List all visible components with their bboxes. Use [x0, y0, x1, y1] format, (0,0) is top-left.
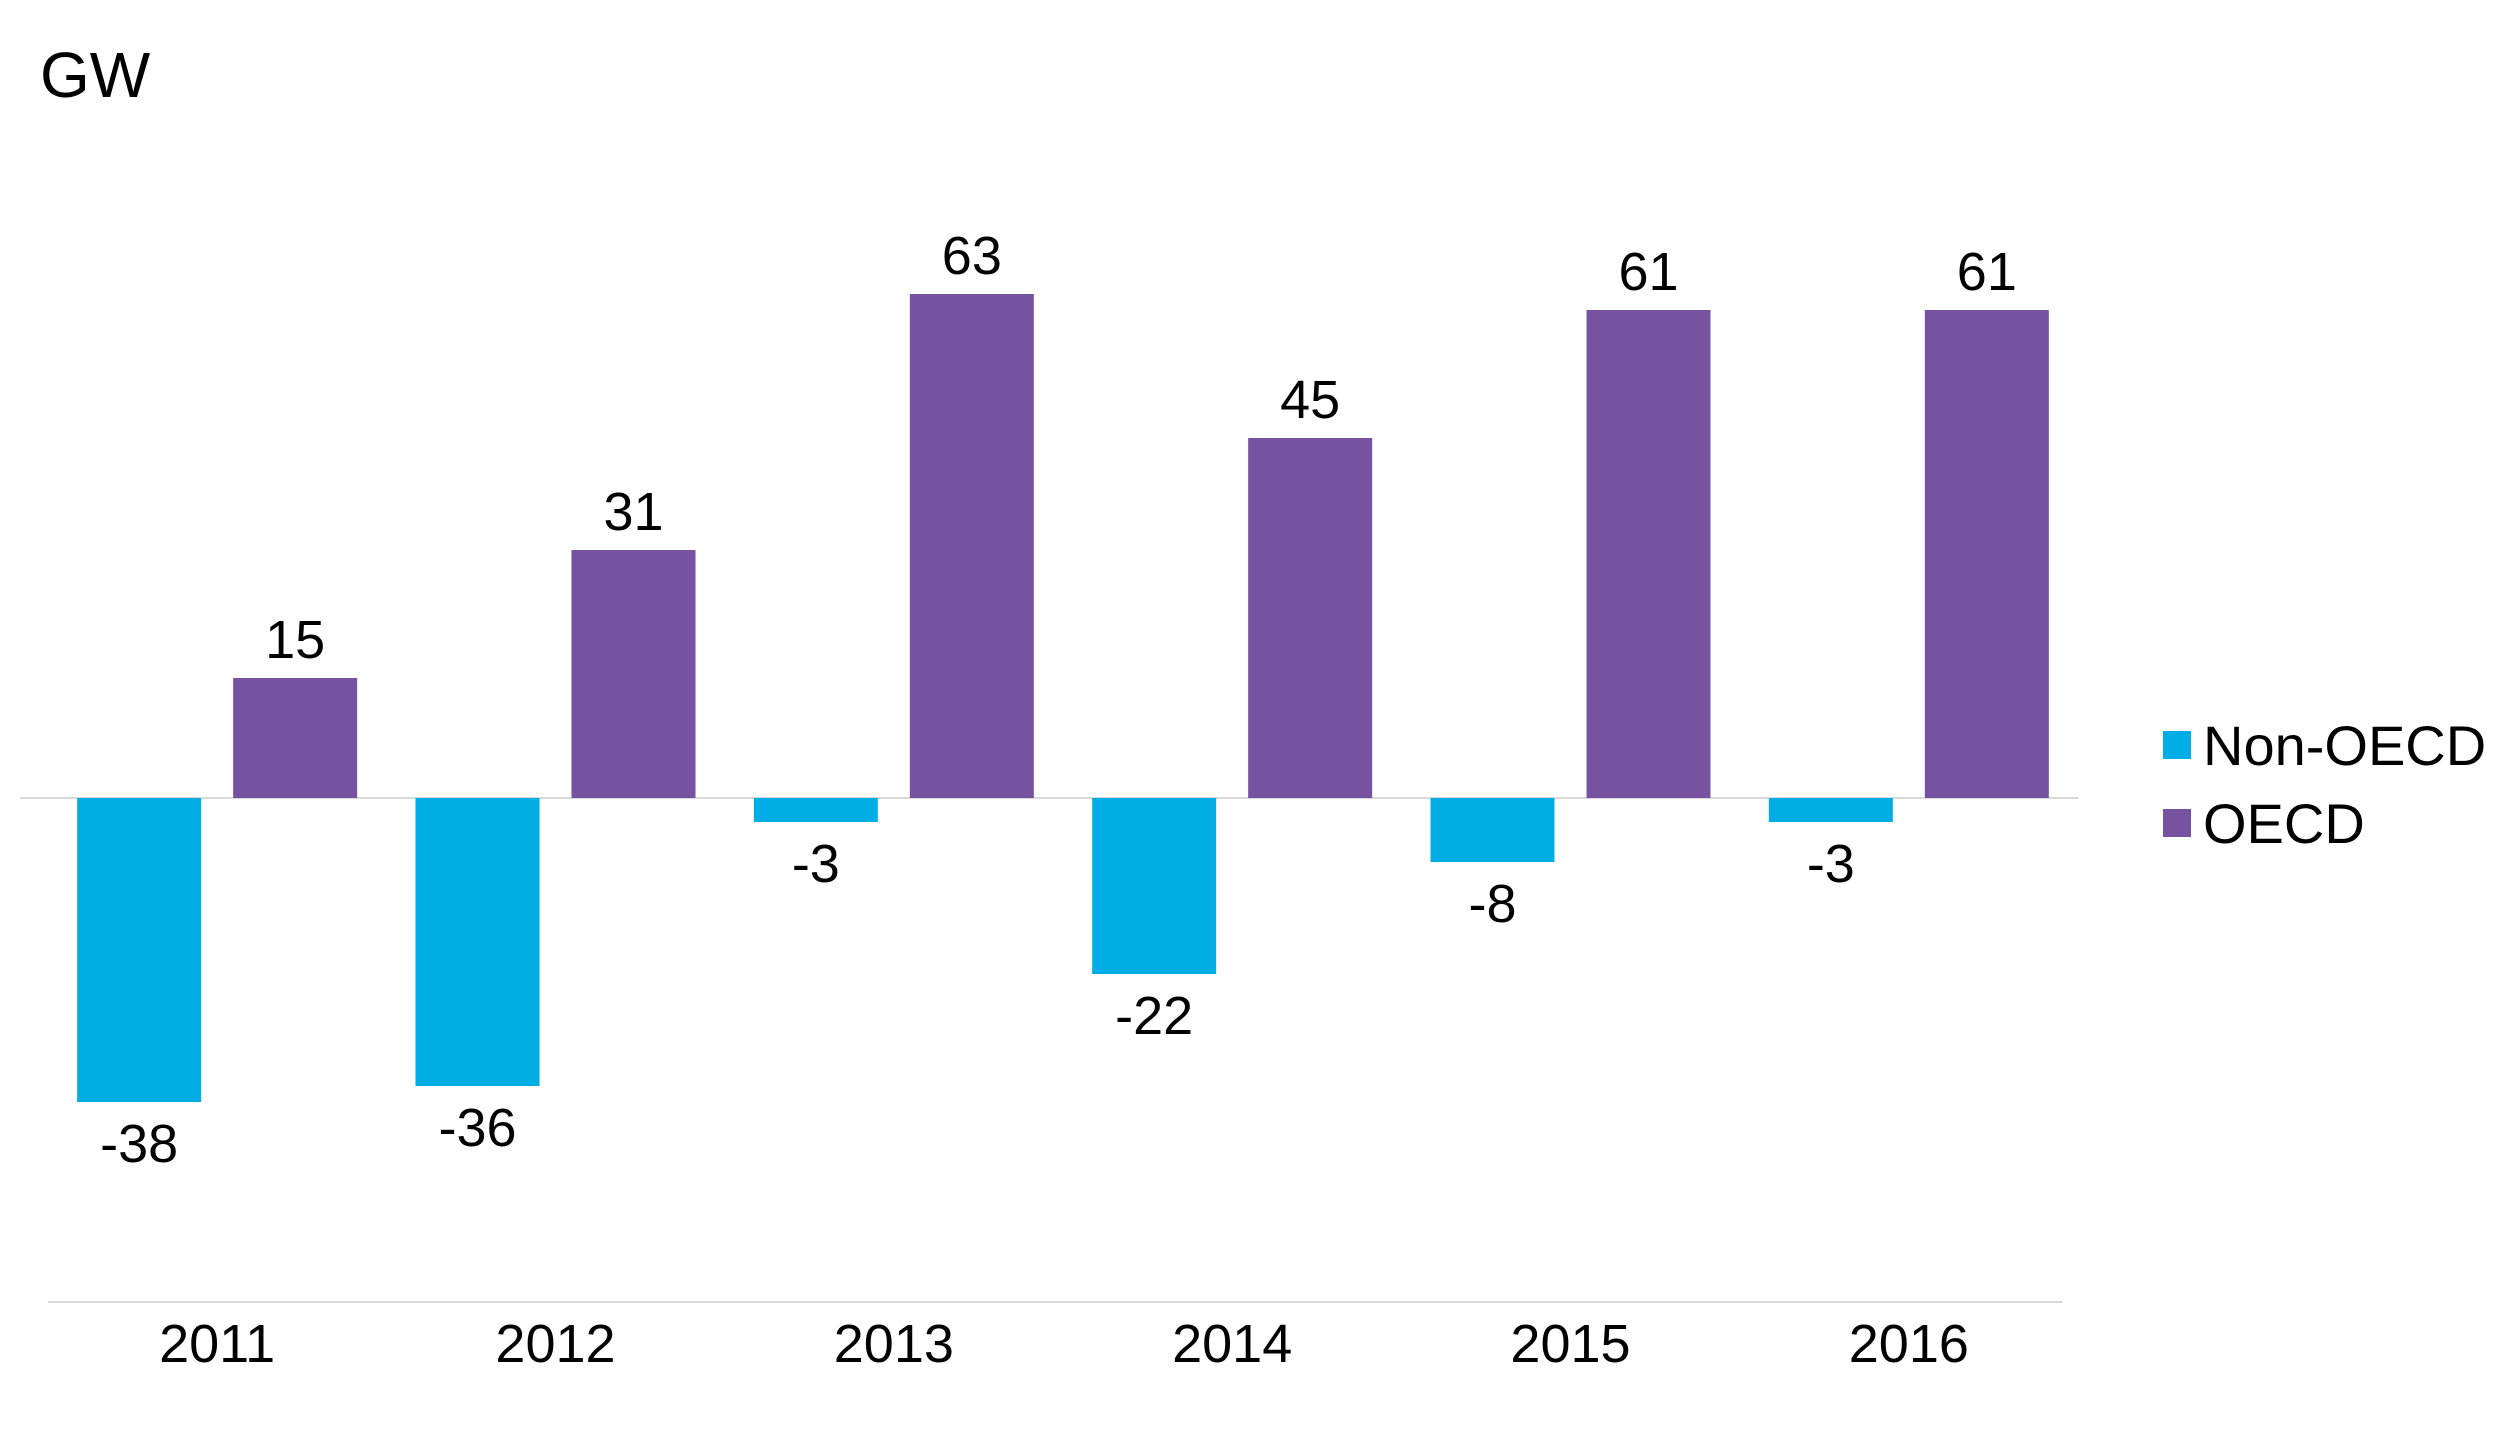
bar-non-oecd-2015: [1430, 798, 1555, 862]
x-tick-label-2011: 2011: [159, 1314, 275, 1374]
bar-oecd-2011: [233, 678, 358, 798]
data-label-oecd-2011: 15: [265, 610, 325, 670]
bar-non-oecd-2014: [1092, 798, 1217, 974]
y-unit-label: GW: [40, 39, 151, 111]
data-label-oecd-2012: 31: [603, 482, 663, 542]
x-tick-label-2013: 2013: [834, 1314, 954, 1374]
x-tick-label-2016: 2016: [1849, 1314, 1969, 1374]
legend: Non-OECD OECD: [2163, 706, 2486, 862]
bar-oecd-2014: [1248, 438, 1373, 798]
data-label-oecd-2014: 45: [1280, 370, 1340, 430]
legend-label-non-oecd: Non-OECD: [2203, 713, 2487, 777]
data-label-oecd-2016: 61: [1957, 242, 2017, 302]
legend-label-oecd: OECD: [2203, 791, 2365, 855]
data-label-oecd-2013: 63: [942, 226, 1002, 286]
data-label-non-oecd-2015: -8: [1468, 874, 1516, 934]
x-tick-label-2015: 2015: [1510, 1314, 1630, 1374]
x-tick-label-2014: 2014: [1172, 1314, 1292, 1374]
data-label-non-oecd-2013: -3: [792, 834, 840, 894]
data-label-non-oecd-2014: -22: [1115, 986, 1193, 1046]
bar-oecd-2015: [1586, 310, 1711, 798]
legend-swatch-oecd: [2163, 809, 2191, 837]
bar-oecd-2012: [571, 550, 696, 798]
bar-non-oecd-2012: [415, 798, 540, 1086]
bar-non-oecd-2013: [753, 798, 878, 822]
data-label-oecd-2015: 61: [1618, 242, 1678, 302]
legend-item-non-oecd[interactable]: Non-OECD: [2163, 706, 2486, 784]
legend-item-oecd[interactable]: OECD: [2163, 784, 2486, 862]
bar-non-oecd-2011: [77, 798, 202, 1102]
legend-swatch-non-oecd: [2163, 731, 2191, 759]
bar-non-oecd-2016: [1768, 798, 1893, 822]
data-label-non-oecd-2016: -3: [1807, 834, 1855, 894]
data-label-non-oecd-2011: -38: [100, 1114, 178, 1174]
data-label-non-oecd-2012: -36: [438, 1098, 516, 1158]
bar-oecd-2016: [1924, 310, 2049, 798]
bar-oecd-2013: [909, 294, 1034, 798]
x-tick-label-2012: 2012: [495, 1314, 615, 1374]
